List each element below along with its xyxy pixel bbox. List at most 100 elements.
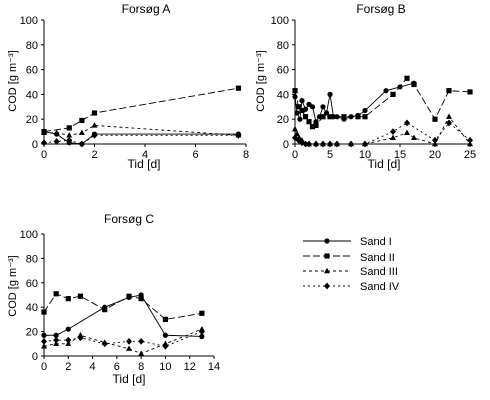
legend-label: Sand II — [360, 252, 395, 264]
x-tick-label: 4 — [90, 361, 96, 373]
data-point-sand-ii — [138, 296, 144, 302]
legend-marker — [324, 238, 330, 244]
data-point-sand-i — [309, 104, 316, 110]
series-line-sand-i — [294, 82, 415, 123]
data-point-sand-i — [199, 333, 205, 340]
data-point-sand-ii — [77, 293, 84, 299]
data-point-sand-iv — [432, 136, 438, 144]
data-point-sand-ii — [341, 114, 347, 120]
data-point-sand-iii — [66, 132, 73, 138]
data-point-sand-iii — [78, 129, 85, 136]
y-tick-label: 40 — [26, 302, 38, 314]
x-tick-label: 15 — [394, 149, 406, 161]
y-tick-label: 80 — [26, 40, 38, 52]
data-point-sand-ii — [102, 307, 108, 313]
x-tick-label: 2 — [65, 361, 71, 373]
legend-label: Sand I — [360, 236, 392, 248]
data-point-sand-iv — [126, 337, 132, 345]
data-point-sand-iii — [411, 134, 417, 140]
y-tick-label: 20 — [26, 114, 38, 126]
y-tick-label: 60 — [26, 278, 38, 290]
data-point-sand-i — [294, 110, 300, 116]
data-point-sand-ii — [313, 122, 319, 128]
data-point-sand-i — [299, 98, 305, 104]
x-tick-label: 6 — [114, 361, 120, 373]
x-axis-label: Tid [d] — [128, 157, 161, 171]
y-tick-label: 100 — [20, 229, 38, 241]
y-axis-label: COD [g m⁻³] — [7, 50, 19, 111]
y-tick-label: 0 — [32, 139, 38, 151]
data-point-sand-i — [383, 88, 389, 94]
data-point-sand-ii — [65, 296, 71, 302]
data-point-sand-ii — [292, 88, 298, 94]
x-tick-label: 6 — [192, 149, 198, 161]
legend-item-sand-i: Sand I — [303, 236, 392, 248]
y-tick-label: 40 — [277, 89, 289, 101]
data-point-sand-iv — [41, 139, 47, 147]
panel-forsog-b: Forsøg B COD [g m⁻³] Tid [d] 0 20 40 60 80 10… — [255, 2, 476, 171]
data-point-sand-ii — [327, 114, 333, 120]
chart-title: Forsøg C — [104, 212, 154, 226]
legend-label: Sand III — [360, 266, 398, 278]
data-point-sand-ii — [404, 75, 410, 81]
y-tick-label: 20 — [26, 327, 38, 339]
data-point-sand-ii — [235, 85, 242, 91]
legend-marker — [324, 267, 330, 274]
x-tick-label: 8 — [243, 149, 249, 161]
data-point-sand-iv — [65, 336, 72, 344]
data-point-sand-ii — [299, 107, 305, 114]
data-point-sand-ii — [432, 116, 438, 122]
data-point-sand-iv — [362, 140, 368, 148]
series-line-sand-ii — [294, 77, 471, 128]
data-point-sand-ii — [355, 114, 361, 120]
data-point-sand-iv — [198, 328, 205, 335]
y-tick-label: 40 — [26, 89, 38, 101]
data-point-sand-i — [297, 116, 303, 122]
data-point-sand-i — [53, 332, 59, 338]
data-point-sand-iv — [390, 128, 396, 135]
data-point-sand-i — [65, 326, 71, 332]
y-axis-label: COD [g m⁻³] — [7, 255, 19, 316]
x-tick-label: 10 — [359, 149, 371, 161]
x-tick-label: 8 — [138, 361, 144, 373]
data-point-sand-ii — [295, 104, 302, 110]
data-point-sand-iii — [91, 122, 98, 128]
data-point-sand-ii — [79, 117, 85, 124]
data-point-sand-i — [41, 332, 47, 338]
legend-item-sand-ii: Sand II — [303, 252, 395, 264]
x-tick-label: 20 — [429, 149, 441, 161]
data-point-sand-ii — [126, 293, 132, 299]
data-point-sand-iv — [78, 140, 85, 148]
data-point-sand-iv — [77, 334, 84, 342]
data-point-sand-iii — [404, 129, 410, 136]
data-point-sand-iv — [91, 131, 98, 139]
data-point-sand-iv — [53, 336, 60, 344]
series-line-sand-iii — [294, 115, 471, 145]
data-point-sand-iii — [53, 129, 60, 136]
data-point-sand-iv — [41, 337, 47, 345]
x-tick-label: 12 — [184, 361, 196, 373]
data-point-sand-iv — [53, 138, 60, 145]
data-point-sand-ii — [411, 81, 417, 88]
data-point-sand-iv — [467, 136, 473, 144]
data-point-sand-iv — [404, 119, 410, 127]
panel-forsog-a: Forsøg A COD [g m⁻³] Tid [d] 02040608010… — [7, 2, 249, 171]
data-point-sand-iii — [138, 350, 145, 356]
data-point-sand-iv — [162, 342, 169, 350]
data-point-sand-i — [327, 91, 333, 97]
data-point-sand-iii — [41, 343, 47, 349]
legend-marker — [324, 253, 330, 259]
data-point-sand-iv — [334, 140, 340, 148]
data-point-sand-ii — [320, 114, 326, 120]
series-line-sand-iii — [44, 124, 239, 136]
data-point-sand-iv — [348, 140, 354, 148]
series-line-sand-ii — [43, 87, 239, 133]
x-tick-label: 25 — [464, 149, 476, 161]
x-tick-label: 5 — [327, 149, 333, 161]
legend-item-sand-iv: Sand IV — [303, 281, 400, 293]
data-point-sand-ii — [91, 110, 98, 116]
y-tick-label: 0 — [283, 139, 289, 151]
x-tick-label: 10 — [159, 361, 171, 373]
x-tick-label: 0 — [292, 149, 298, 161]
